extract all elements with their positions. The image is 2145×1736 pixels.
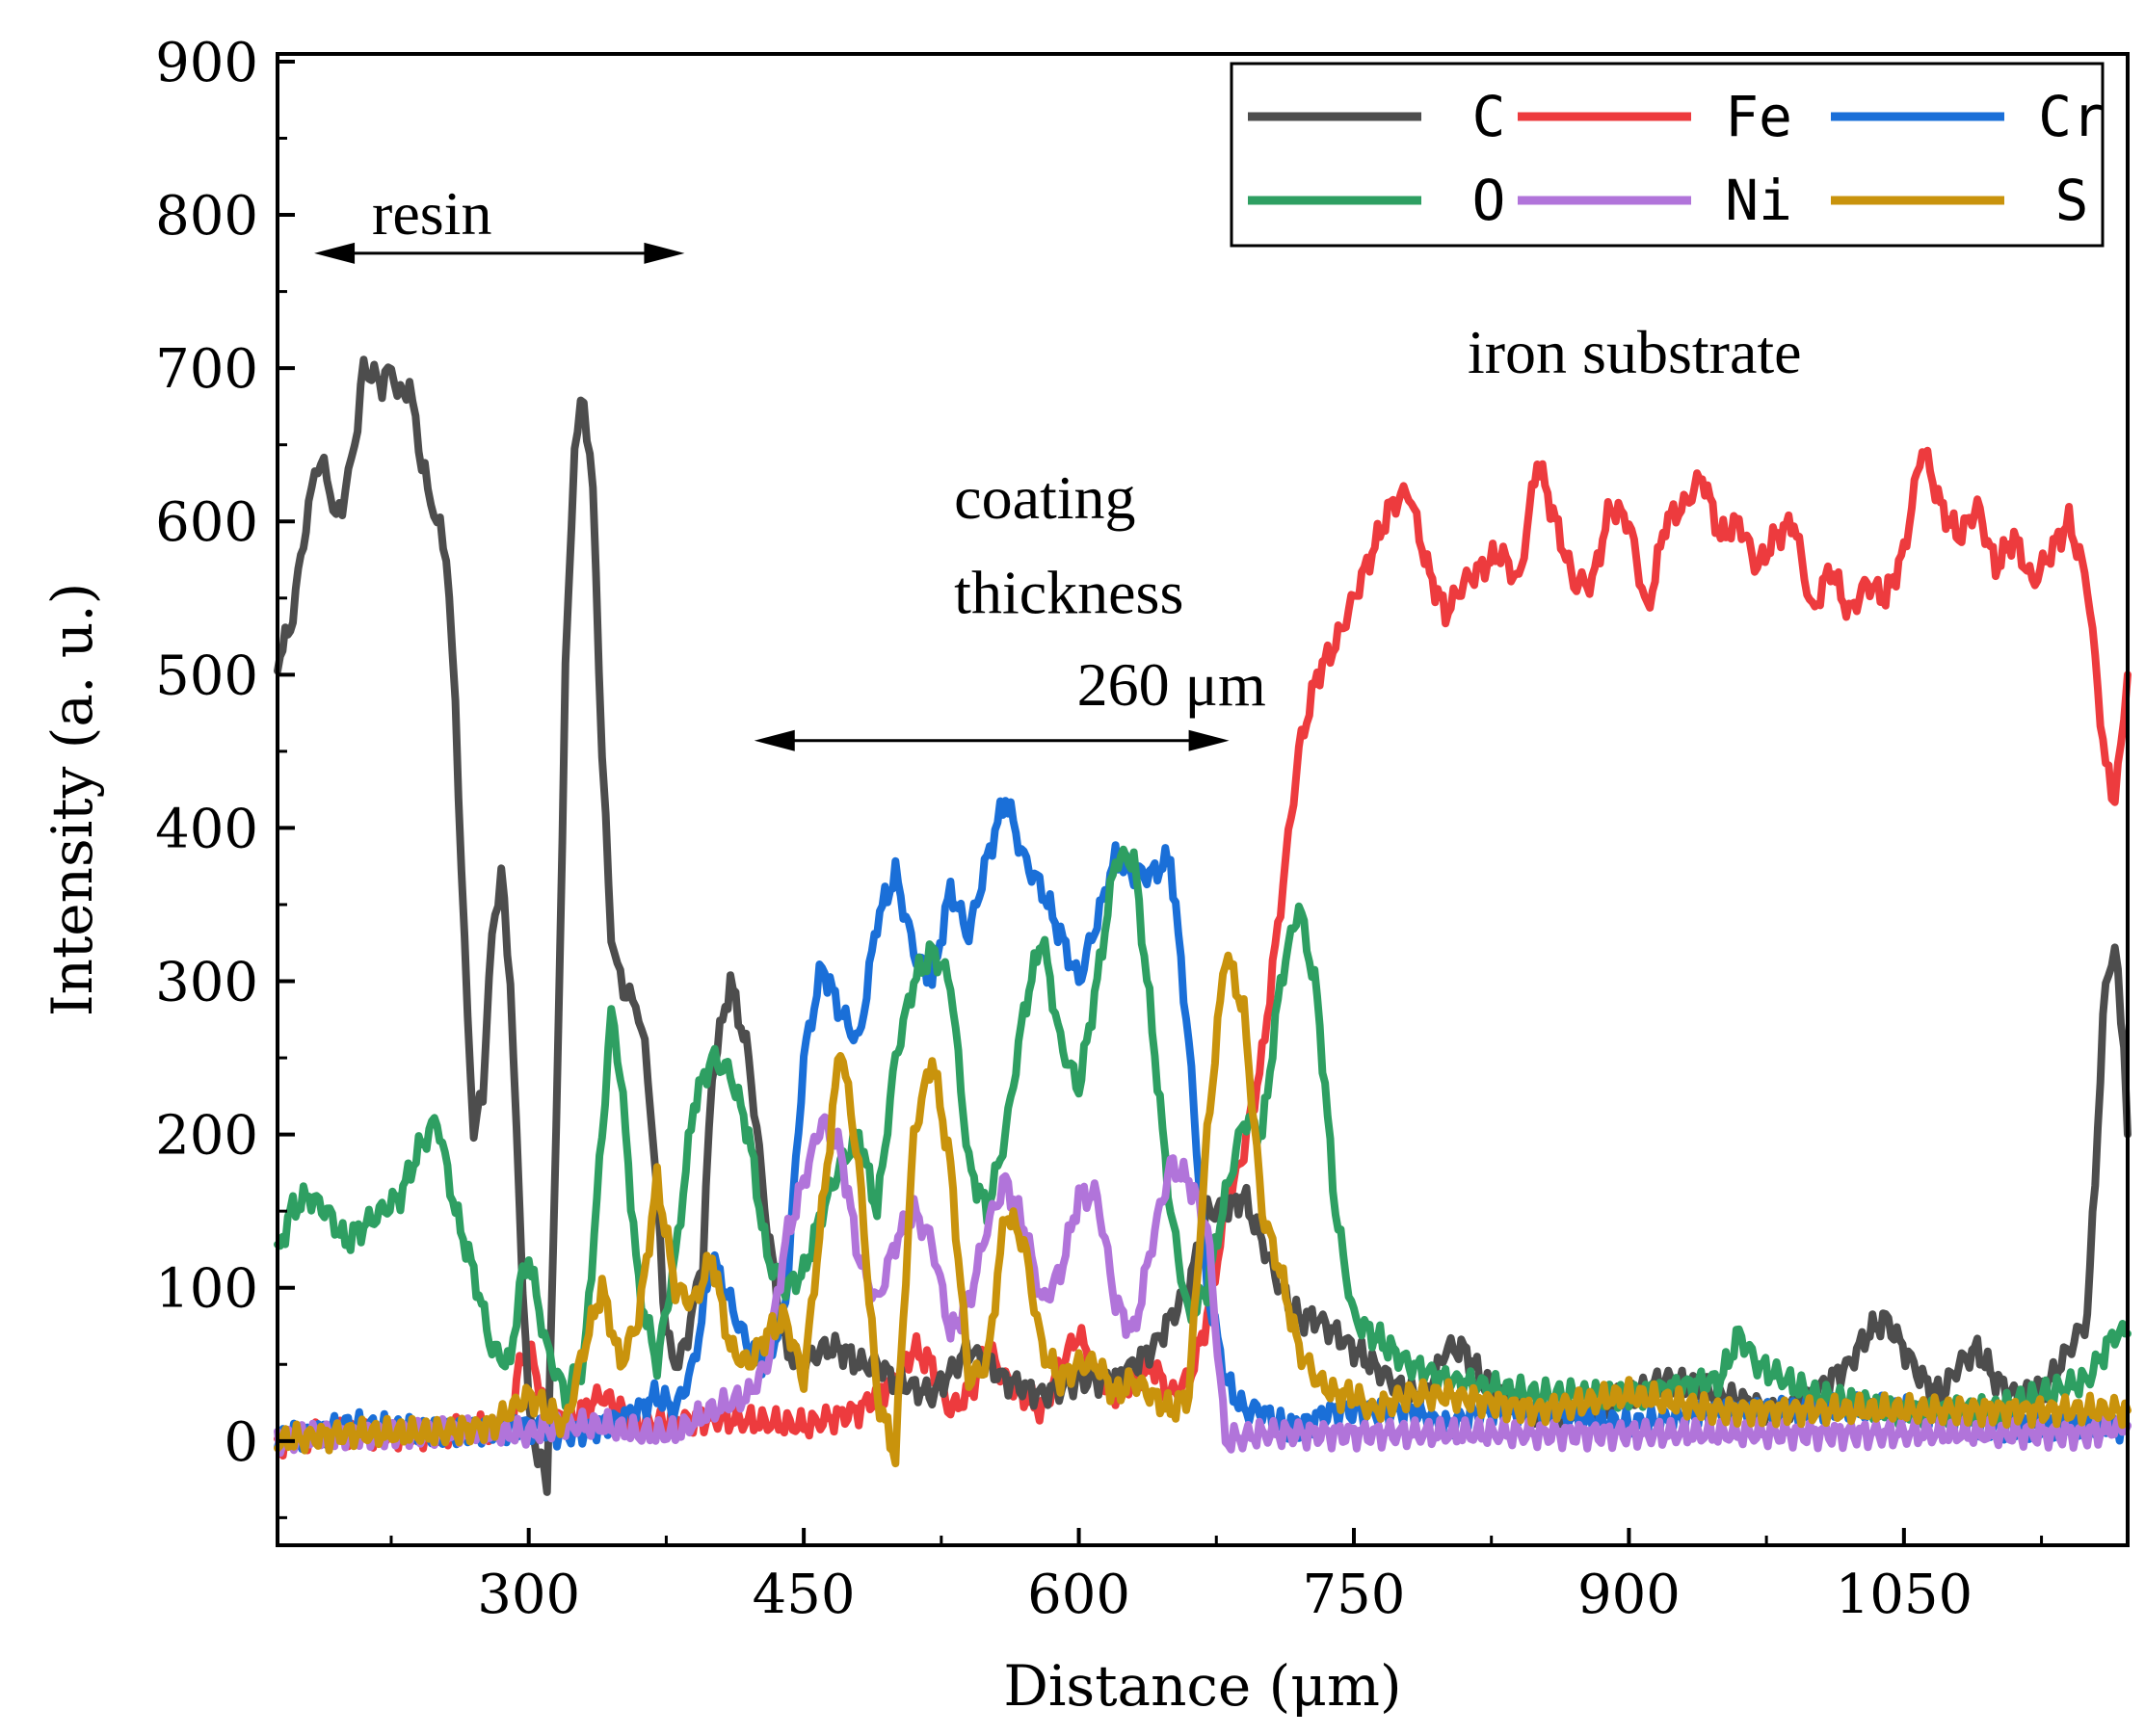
y-tick-label: 800 xyxy=(155,185,258,248)
series-lines xyxy=(274,355,2132,1496)
annotation-text: iron substrate xyxy=(1468,318,1802,386)
plot-frame xyxy=(276,52,2130,1547)
y-tick-label: 200 xyxy=(155,1105,258,1168)
x-tick-label: 450 xyxy=(753,1564,856,1626)
y-axis-title: Intensity (a. u.) xyxy=(40,583,105,1017)
series-line-s xyxy=(274,951,2132,1468)
annotation-text: thickness xyxy=(954,559,1183,627)
legend-label-c: C xyxy=(1472,84,1506,149)
y-tick-label: 300 xyxy=(155,952,258,1014)
x-tick-label: 300 xyxy=(477,1564,580,1626)
legend-label-o: O xyxy=(1472,168,1506,233)
annotations: resin coating thickness 260 μm iron substrat… xyxy=(314,179,1802,751)
x-tick-label: 1050 xyxy=(1836,1564,1973,1626)
legend-box xyxy=(1230,62,2105,248)
x-tick-label: 750 xyxy=(1303,1564,1406,1626)
legend-label-fe: Fe xyxy=(1725,84,1792,149)
y-tick-label: 700 xyxy=(155,338,258,401)
y-tick-label: 600 xyxy=(155,491,258,554)
x-tick-label: 600 xyxy=(1027,1564,1130,1626)
legend: C Fe Cr O Ni S xyxy=(1230,62,2105,248)
legend-label-ni: Ni xyxy=(1725,168,1792,233)
x-tick-label: 900 xyxy=(1577,1564,1681,1626)
y-tick-label: 900 xyxy=(155,32,258,94)
annotation-text: 260 μm xyxy=(1077,650,1266,719)
annotation-text: resin xyxy=(372,179,491,248)
y-tick-label: 0 xyxy=(224,1411,258,1474)
annotation-arrow xyxy=(314,242,685,264)
y-tick-label: 400 xyxy=(155,798,258,860)
annotation-arrow xyxy=(754,729,1230,751)
axis-ticks: 0 100 200 300 400 500 600 700 800 900 300 450 600 750… xyxy=(155,32,2044,1626)
legend-label-cr: Cr xyxy=(2038,84,2105,149)
legend-label-s: S xyxy=(2055,168,2089,233)
series-line-ni xyxy=(274,1113,2132,1458)
annotation-text: coating xyxy=(954,463,1135,532)
y-tick-label: 100 xyxy=(155,1258,258,1321)
y-tick-label: 500 xyxy=(155,644,258,707)
x-axis-title: Distance (μm) xyxy=(1003,1653,1401,1719)
